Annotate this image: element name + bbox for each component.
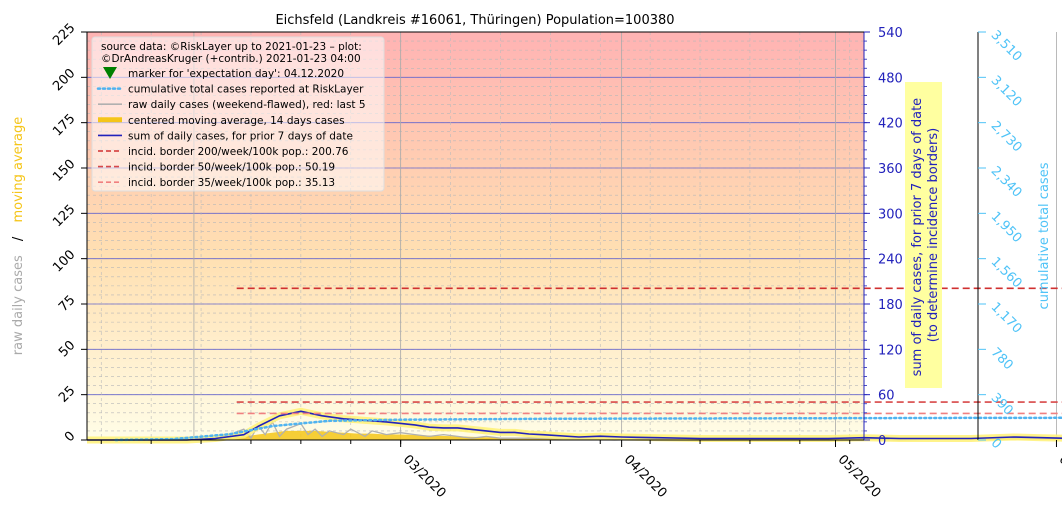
left-tick-label: 75 [56, 293, 78, 315]
left-tick-label: 150 [50, 157, 78, 185]
left-tick-label: 175 [50, 111, 78, 139]
left-tick-label: 225 [50, 21, 78, 49]
right-tick-label: 0 [878, 434, 886, 449]
svg-text:cumulative total cases: cumulative total cases [1037, 162, 1052, 309]
legend-entry-label: incid. border 50/week/100k pop.: 50.19 [128, 162, 335, 174]
cumulative-tick-label: 1,170 [988, 300, 1025, 337]
legend-marker-icon [103, 67, 117, 79]
left-tick-label: 125 [50, 202, 78, 230]
right-axis-label-weekly-sum: sum of daily cases, for prior 7 days of … [910, 94, 941, 377]
left-axis: 0 25 50 75 100 125 150 175 200 225 [50, 21, 87, 445]
cumulative-tick-label: 2,730 [988, 118, 1025, 155]
moving-average-area [87, 430, 1062, 440]
legend-entry-label: marker for 'expectation day': 04.12.2020 [128, 68, 344, 80]
right-tick-label: 120 [878, 343, 903, 358]
right-tick-label: 240 [878, 253, 903, 268]
chart-title: Eichsfeld (Landkreis #16061, Thüringen) … [275, 13, 674, 28]
left-axis-label: raw daily cases / moving average [11, 117, 26, 355]
cumulative-tick-label: 3,510 [988, 28, 1025, 65]
legend-entry-label: raw daily cases (weekend-flawed), red: l… [128, 99, 366, 111]
left-tick-label: 200 [50, 66, 78, 94]
right-tick-label: 300 [878, 207, 903, 222]
legend-source-line-2: ©DrAndreasKruger (+contrib.) 2021-01-23 … [101, 53, 361, 65]
x-tick-label: 04/2020 [621, 452, 670, 501]
right-axis-label-box [905, 82, 942, 388]
legend: source data: ©RiskLayer up to 2021-01-23… [91, 36, 385, 192]
legend-source-line-1: source data: ©RiskLayer up to 2021-01-23… [101, 41, 362, 53]
cumulative-tick-label: 3,120 [988, 73, 1025, 110]
right-axis-label-line-1: sum of daily cases, for prior 7 days of … [910, 98, 925, 377]
legend-entry-label: centered moving average, 14 days cases [128, 115, 345, 127]
right-tick-label: 60 [878, 389, 895, 404]
right-axis-weekly-sum: 0 60 120 180 240 300 360 420 480 540 [864, 26, 903, 449]
cumulative-tick-label: 1,560 [988, 254, 1025, 291]
moving-average-fill [87, 430, 1062, 440]
right-tick-label: 540 [878, 26, 903, 41]
left-tick-label: 100 [50, 247, 78, 275]
right-axis-cumulative: 03907801,1701,5601,9502,3402,7303,1203,5… [977, 28, 1025, 452]
cumulative-tick-label: 780 [988, 345, 1016, 373]
legend-box [91, 36, 385, 192]
svg-text:raw daily cases /: raw daily cases / moving average [11, 117, 26, 355]
right-axis-label-line-2: (to determine incidence borders) [926, 128, 941, 343]
left-axis-label-ma: moving average [11, 117, 26, 223]
x-tick-label: 03/2020 [400, 452, 449, 501]
left-tick-label: 50 [56, 338, 78, 360]
legend-entry-label: incid. border 35/week/100k pop.: 35.13 [128, 177, 335, 189]
right-tick-label: 420 [878, 117, 903, 132]
cumulative-line [114, 416, 1062, 442]
right-tick-label: 360 [878, 162, 903, 177]
right-axis-label-cumulative: cumulative total cases [1037, 162, 1052, 309]
left-axis-label-separator: / [11, 236, 26, 241]
cumulative-tick-label: 390 [988, 390, 1016, 418]
left-axis-label-raw: raw daily cases [11, 255, 26, 355]
weekly-sum-line [87, 410, 1062, 441]
cumulative-tick-label: 1,950 [988, 209, 1025, 246]
left-tick-label: 25 [56, 383, 78, 405]
svg-text:sum of daily cases, for prior: sum of daily cases, for prior 7 days of … [910, 94, 941, 377]
left-tick-label: 0 [62, 429, 78, 445]
legend-entry-label: sum of daily cases, for prior 7 days of … [128, 130, 353, 142]
legend-entry-label: cumulative total cases reported at RiskL… [128, 84, 364, 96]
legend-entry-label: incid. border 200/week/100k pop.: 200.76 [128, 146, 349, 158]
right-tick-label: 480 [878, 71, 903, 86]
x-tick-label: 05/2020 [835, 452, 884, 501]
right-tick-label: 180 [878, 298, 903, 313]
x-tick-label: 06/2020 [1056, 452, 1062, 501]
cumulative-tick-label: 2,340 [988, 164, 1025, 201]
